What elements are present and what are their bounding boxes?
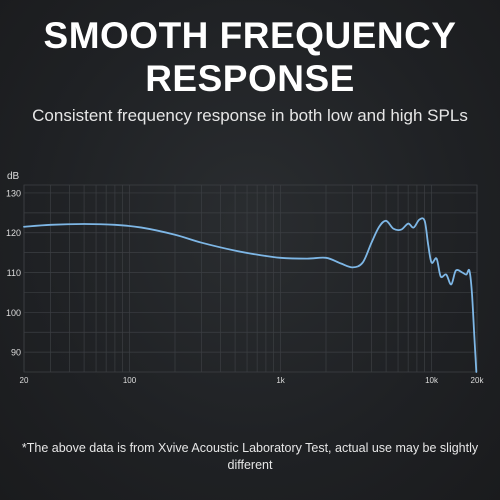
x-tick-label: 20k (471, 376, 485, 385)
headline: SMOOTH FREQUENCY RESPONSE (0, 14, 500, 100)
grid (23, 184, 478, 373)
frequency-response-curve (23, 217, 478, 373)
curve-layer (23, 217, 478, 373)
y-tick-label: 120 (6, 228, 21, 238)
y-tick-label: 100 (6, 308, 21, 318)
headline-line-2: RESPONSE (145, 58, 355, 99)
y-axis-label: dB (7, 171, 20, 182)
x-tick-label: 10k (425, 376, 439, 385)
axes: dB 90 100 110 120 130 20 100 1k 10k 20k (6, 171, 484, 385)
x-tick-label: 100 (123, 376, 137, 385)
x-tick-label: 20 (20, 376, 29, 385)
footnote: *The above data is from Xvive Acoustic L… (21, 441, 479, 472)
y-tick-label: 90 (11, 348, 21, 358)
plot-frame (23, 184, 478, 373)
frequency-response-chart: dB 90 100 110 120 130 20 100 1k 10k 20k (6, 171, 484, 385)
headline-line-1: SMOOTH FREQUENCY (43, 15, 457, 56)
y-tick-label: 110 (7, 268, 21, 278)
subtitle: Consistent frequency response in both lo… (32, 106, 468, 125)
x-tick-label: 1k (276, 376, 285, 385)
y-tick-label: 130 (6, 188, 21, 198)
